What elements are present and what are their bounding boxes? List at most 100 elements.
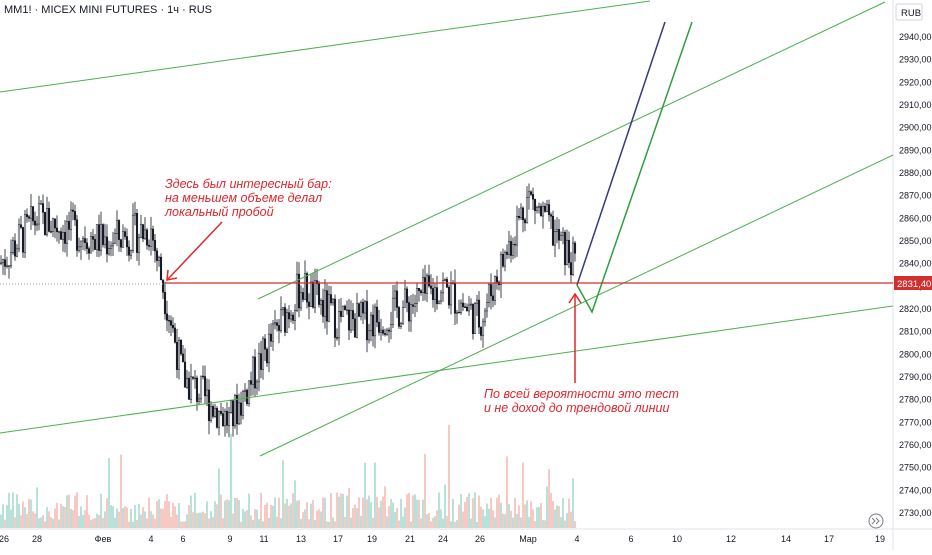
candle-body <box>15 248 19 257</box>
volume-bar <box>446 515 448 528</box>
volume-bar <box>214 501 216 528</box>
candle-body <box>553 231 557 246</box>
time-tick-label: 6 <box>628 534 633 544</box>
candle-body <box>141 224 145 239</box>
volume-bar <box>112 506 114 528</box>
volume-bar <box>474 492 476 528</box>
volume-bar <box>140 514 142 528</box>
volume-bar <box>158 499 160 528</box>
candle-body <box>69 209 73 230</box>
volume-bar <box>28 499 30 528</box>
candle-body <box>113 233 117 244</box>
candle-body <box>463 306 467 308</box>
candle-body <box>97 224 101 251</box>
volume-bar <box>258 519 260 528</box>
candle-body <box>23 214 27 253</box>
candle-body <box>543 205 547 212</box>
volume-bar <box>252 519 254 528</box>
volume-bar <box>404 507 406 528</box>
candle-body <box>251 356 255 385</box>
candle-body <box>325 290 329 322</box>
candle-body <box>503 251 507 267</box>
volume-bar <box>466 496 468 528</box>
volume-bar <box>218 468 220 528</box>
volume-bar <box>410 521 412 528</box>
volume-bar <box>274 497 276 528</box>
volume-bar <box>136 520 138 528</box>
time-tick-label: 17 <box>824 534 834 544</box>
candle-body <box>539 206 543 217</box>
candle-body <box>501 253 505 267</box>
candle-body <box>225 410 229 426</box>
candle-body <box>95 224 99 250</box>
candle-body <box>253 356 257 389</box>
volume-bar <box>184 521 186 528</box>
candle-body <box>261 338 265 370</box>
volume-bar <box>490 497 492 528</box>
candle-body <box>259 353 263 370</box>
volume-bar <box>116 508 118 528</box>
candle-body <box>247 380 251 404</box>
volume-bar <box>562 498 564 528</box>
candle-body <box>249 380 253 385</box>
candle-body <box>25 214 29 218</box>
time-tick-label: 13 <box>296 534 306 544</box>
candle-body <box>239 402 243 416</box>
candle-body <box>199 375 203 400</box>
volume-bar <box>518 505 520 528</box>
candle-body <box>423 277 427 294</box>
volume-bar <box>542 520 544 528</box>
volume-bar <box>430 521 432 528</box>
volume-bar <box>318 509 320 528</box>
volume-bar <box>536 507 538 528</box>
volume-bar <box>160 508 162 528</box>
candle-body <box>11 240 15 253</box>
price-tick-label: 2870,00 <box>899 191 932 201</box>
trend-line-channel-lower <box>259 154 894 457</box>
candle-body <box>523 219 527 224</box>
candle-body <box>147 244 151 247</box>
candle-body <box>185 377 189 388</box>
volume-bar <box>400 498 402 528</box>
volume-bar <box>574 520 576 528</box>
scroll-to-realtime-button[interactable] <box>868 513 884 529</box>
candle-body <box>507 241 511 255</box>
price-tick-label: 2730,00 <box>899 508 932 518</box>
candle-body <box>29 206 33 219</box>
candle-body <box>75 219 79 251</box>
volume-bar <box>14 517 16 528</box>
candle-body <box>243 389 247 392</box>
volume-bar <box>106 498 108 528</box>
candle-body <box>355 303 359 338</box>
candle-body <box>65 221 69 244</box>
candle-body <box>561 232 565 236</box>
volume-bar <box>372 517 374 528</box>
volume-bar <box>22 501 24 528</box>
candle-body <box>361 302 365 314</box>
volume-bar <box>480 506 482 528</box>
volume-bar <box>146 518 148 528</box>
time-tick-label: 9 <box>227 534 232 544</box>
volume-bar <box>388 506 390 528</box>
volume-bar <box>96 513 98 528</box>
candle-body <box>329 294 333 304</box>
candle-body <box>563 232 567 266</box>
arrow-head-top <box>166 269 178 281</box>
price-tick-label: 2940,00 <box>899 32 932 42</box>
candle-body <box>61 232 65 240</box>
candle-body <box>345 309 349 311</box>
candle-body <box>569 262 573 276</box>
volume-bar <box>246 510 248 528</box>
volume-bar <box>544 520 546 528</box>
candle-body <box>409 304 413 322</box>
volume-bar <box>336 492 338 528</box>
volume-bar <box>414 494 416 528</box>
candle-body <box>107 248 111 255</box>
volume-bar <box>88 514 90 528</box>
candle-body <box>367 330 371 341</box>
volume-bar <box>170 516 172 528</box>
candle-body <box>341 305 345 317</box>
volume-bar <box>168 501 170 528</box>
